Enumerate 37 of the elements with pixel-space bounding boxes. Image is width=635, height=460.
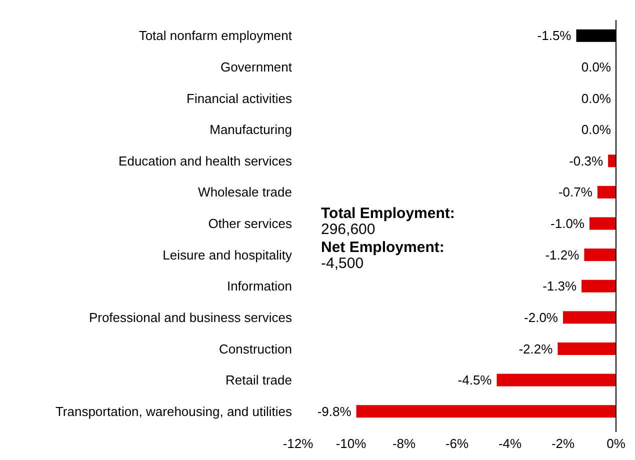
x-tick-label: -6% (445, 436, 469, 451)
y-tick-label: Manufacturing (210, 122, 292, 138)
y-tick-label: Education and health services (118, 153, 292, 168)
y-tick-label: Leisure and hospitality (162, 247, 292, 262)
y-tick-label: Financial activities (186, 90, 292, 106)
y-tick-label: Retail trade (226, 372, 292, 388)
x-tick-label: -12% (282, 436, 314, 451)
data-label: -1.0% (550, 216, 585, 232)
y-tick-label: Other services (208, 216, 292, 232)
y-tick-label: Professional and business services (88, 310, 292, 325)
y-tick-label: Government (220, 60, 292, 75)
x-tick-label: -8% (392, 436, 416, 451)
data-label: -1.2% (545, 247, 580, 262)
annotation: 296,600 (321, 221, 376, 238)
data-label: 0.0% (581, 60, 612, 75)
x-tick-label: -10% (336, 436, 367, 451)
annotation: Net Employment: (321, 239, 444, 256)
annotation: Total Employment: (321, 205, 455, 222)
y-tick-label: Transportation, warehousing, and utilities (55, 404, 292, 419)
y-tick-label: Information (226, 278, 292, 294)
data-label: -2.2% (518, 341, 554, 356)
y-tick-label: Total nonfarm employment (138, 28, 292, 44)
annotation: -4,500 (321, 255, 364, 272)
data-label: 0.0% (581, 122, 612, 138)
data-label: -0.3% (569, 153, 604, 168)
data-label: -9.8% (317, 404, 352, 419)
data-label: 0.0% (581, 90, 612, 106)
y-tick-label: Wholesale trade (198, 184, 292, 200)
data-label: -4.5% (458, 372, 492, 388)
y-tick-label: Construction (219, 341, 292, 356)
data-label: -0.7% (558, 184, 593, 200)
x-tick-label: -2% (551, 436, 575, 451)
data-label: -2.0% (524, 310, 558, 325)
data-label: -1.5% (537, 28, 572, 44)
data-label: -1.3% (542, 278, 577, 294)
x-tick-label: -4% (498, 436, 522, 451)
x-tick-label: 0% (606, 436, 626, 451)
